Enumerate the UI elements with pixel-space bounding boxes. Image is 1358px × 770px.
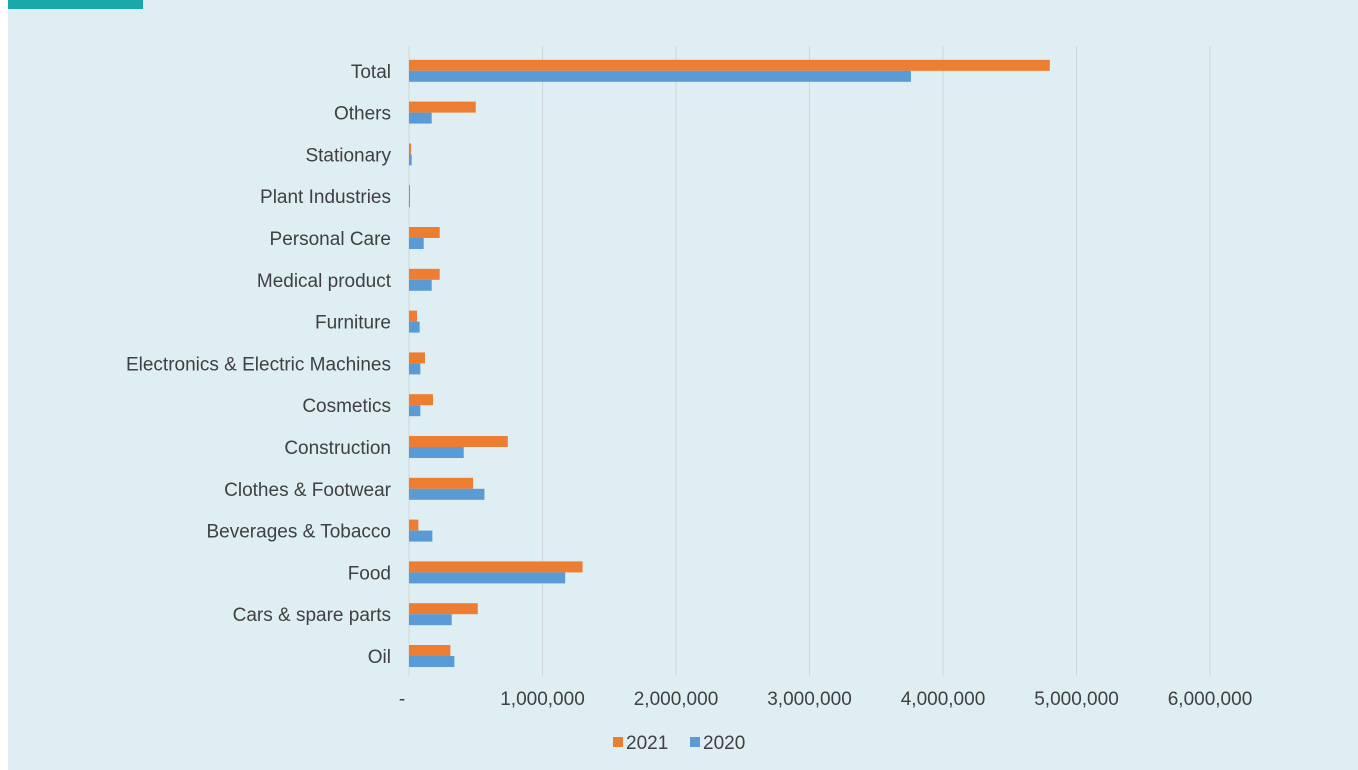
category-label: Oil bbox=[368, 647, 391, 668]
category-label: Construction bbox=[284, 438, 391, 459]
category-label: Total bbox=[351, 62, 391, 83]
category-label: Cosmetics bbox=[302, 396, 391, 417]
x-tick-label: 6,000,000 bbox=[1168, 689, 1253, 710]
legend-swatch bbox=[613, 737, 623, 747]
bar-2020 bbox=[409, 614, 452, 626]
category-label: Beverages & Tobacco bbox=[207, 522, 392, 543]
category-label: Others bbox=[334, 104, 391, 125]
bars bbox=[409, 59, 1050, 667]
bar-2020 bbox=[409, 154, 412, 166]
legend: 2021 2020 bbox=[613, 733, 745, 754]
bar-2021 bbox=[409, 394, 434, 406]
x-tick-label: 3,000,000 bbox=[767, 689, 852, 710]
bar-2020 bbox=[409, 530, 433, 542]
x-tick-labels: - 1,000,000 2,000,000 3,000,000 4,000,000 5,0… bbox=[399, 689, 1252, 710]
category-labels: Oil Cars & spare parts Food Beverages & Tob… bbox=[126, 62, 392, 668]
figure-tab bbox=[8, 0, 143, 9]
bar-2021 bbox=[409, 59, 1050, 71]
legend-label: 2020 bbox=[703, 733, 745, 754]
legend-swatch bbox=[690, 737, 700, 747]
bar-2020 bbox=[409, 363, 421, 375]
chart-frame bbox=[8, 0, 1358, 770]
category-label: Plant Industries bbox=[260, 187, 391, 208]
category-label: Stationary bbox=[305, 145, 391, 166]
bar-2020 bbox=[409, 572, 566, 584]
bar-2021 bbox=[409, 101, 476, 113]
category-label: Clothes & Footwear bbox=[224, 480, 392, 501]
bar-2020 bbox=[409, 656, 455, 667]
category-label: Medical product bbox=[257, 271, 392, 292]
bar-2021 bbox=[409, 143, 412, 155]
bar-2020 bbox=[409, 321, 420, 333]
category-label: Cars & spare parts bbox=[233, 605, 391, 626]
bar-2021 bbox=[409, 519, 419, 531]
bar-2021 bbox=[409, 268, 440, 280]
bar-2020 bbox=[409, 447, 464, 458]
x-tick-label: 5,000,000 bbox=[1034, 689, 1119, 710]
x-tick-label: 4,000,000 bbox=[901, 689, 986, 710]
bar-2021 bbox=[409, 185, 411, 197]
bar-2020 bbox=[409, 279, 432, 291]
bar-2020 bbox=[409, 196, 410, 208]
bar-2020 bbox=[409, 405, 421, 417]
legend-label: 2021 bbox=[626, 733, 668, 754]
bar-2021 bbox=[409, 645, 451, 656]
bar-2020 bbox=[409, 488, 485, 500]
bar-2020 bbox=[409, 112, 432, 124]
bar-2021 bbox=[409, 436, 508, 447]
bar-2021 bbox=[409, 352, 426, 364]
bar-2021 bbox=[409, 477, 474, 489]
bar-2021 bbox=[409, 227, 440, 238]
x-tick-label: 2,000,000 bbox=[634, 689, 719, 710]
bar-2021 bbox=[409, 561, 583, 573]
bar-2021 bbox=[409, 310, 418, 322]
bar-2020 bbox=[409, 70, 911, 82]
bar-2021 bbox=[409, 603, 478, 615]
category-label: Personal Care bbox=[270, 229, 391, 250]
x-tick-label: - bbox=[399, 689, 405, 710]
category-label: Electronics & Electric Machines bbox=[126, 354, 391, 375]
category-label: Food bbox=[348, 563, 391, 584]
bar-2020 bbox=[409, 238, 424, 249]
category-label: Furniture bbox=[315, 313, 391, 334]
x-tick-label: 1,000,000 bbox=[500, 689, 585, 710]
